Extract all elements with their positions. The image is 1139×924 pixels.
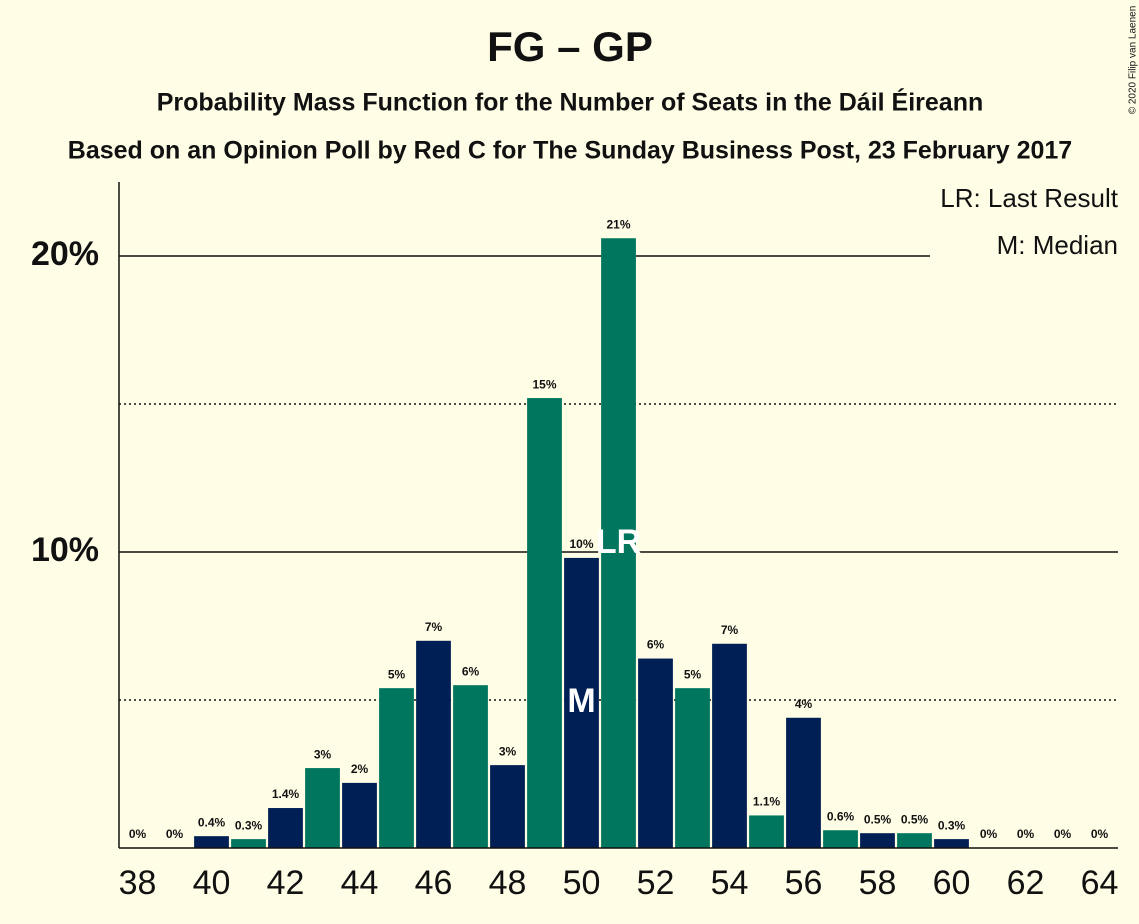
bar xyxy=(601,238,636,849)
x-tick-label: 62 xyxy=(1007,864,1045,902)
bar xyxy=(490,765,525,848)
chart-subtitle: Based on an Opinion Poll by Red C for Th… xyxy=(68,137,1072,165)
value-label: 0.5% xyxy=(901,812,929,826)
value-label: 0.3% xyxy=(235,818,263,832)
chart-title: FG – GP xyxy=(487,23,653,70)
value-label: 0.6% xyxy=(827,809,855,823)
x-tick-label: 42 xyxy=(267,864,305,902)
bar xyxy=(379,688,414,848)
value-label: 6% xyxy=(462,664,480,678)
bar xyxy=(749,815,784,848)
legend-entry: LR: Last Result xyxy=(940,183,1119,213)
value-label: 0.4% xyxy=(198,815,226,829)
bar xyxy=(305,768,340,848)
x-tick-label: 52 xyxy=(637,864,675,902)
value-label: 15% xyxy=(532,377,556,391)
x-tick-label: 56 xyxy=(785,864,823,902)
value-label: 1.4% xyxy=(272,787,300,801)
bar xyxy=(823,830,858,848)
value-label: 0% xyxy=(129,827,147,841)
x-tick-label: 58 xyxy=(859,864,897,902)
bar xyxy=(453,685,488,848)
bar xyxy=(268,808,303,848)
copyright: © 2020 Filip van Laenen xyxy=(1128,6,1139,115)
bar xyxy=(527,398,562,848)
annotation: M xyxy=(567,682,595,720)
value-label: 5% xyxy=(684,667,702,681)
x-tick-label: 64 xyxy=(1081,864,1119,902)
value-label: 7% xyxy=(721,623,739,637)
value-label: 7% xyxy=(425,620,443,634)
bar xyxy=(194,836,229,848)
legend-bg xyxy=(930,230,1118,264)
bar xyxy=(231,839,266,848)
bar xyxy=(934,839,969,848)
bar xyxy=(638,658,673,848)
bar xyxy=(342,782,377,848)
y-tick-label: 20% xyxy=(31,235,99,273)
value-label: 0% xyxy=(1091,827,1109,841)
x-tick-label: 50 xyxy=(563,864,601,902)
value-label: 0% xyxy=(980,827,998,841)
bar xyxy=(416,640,451,848)
chart-subtitle: Probability Mass Function for the Number… xyxy=(157,88,984,117)
x-tick-label: 40 xyxy=(193,864,231,902)
x-tick-label: 54 xyxy=(711,864,749,902)
value-label: 0.5% xyxy=(864,812,892,826)
value-label: 0% xyxy=(1054,827,1072,841)
legend-bg xyxy=(930,183,1118,217)
legend-entry: M: Median xyxy=(997,230,1118,260)
value-label: 0% xyxy=(166,827,184,841)
value-label: 3% xyxy=(499,744,517,758)
annotation: LR xyxy=(596,523,641,561)
value-label: 10% xyxy=(569,537,593,551)
bar xyxy=(786,717,821,848)
x-tick-label: 44 xyxy=(341,864,379,902)
bar xyxy=(564,557,599,848)
value-label: 21% xyxy=(606,217,630,231)
x-tick-label: 38 xyxy=(119,864,157,902)
x-tick-label: 60 xyxy=(933,864,971,902)
x-tick-label: 48 xyxy=(489,864,527,902)
value-label: 0.3% xyxy=(938,818,966,832)
x-tick-label: 46 xyxy=(415,864,453,902)
value-label: 3% xyxy=(314,747,332,761)
value-label: 1.1% xyxy=(753,795,781,809)
bar xyxy=(897,833,932,848)
bar xyxy=(675,688,710,848)
value-label: 6% xyxy=(647,638,665,652)
value-label: 2% xyxy=(351,762,369,776)
value-label: 4% xyxy=(795,697,813,711)
bar xyxy=(860,833,895,848)
value-label: 0% xyxy=(1017,827,1035,841)
y-tick-label: 10% xyxy=(31,531,99,569)
value-label: 5% xyxy=(388,667,406,681)
bar xyxy=(712,643,747,848)
